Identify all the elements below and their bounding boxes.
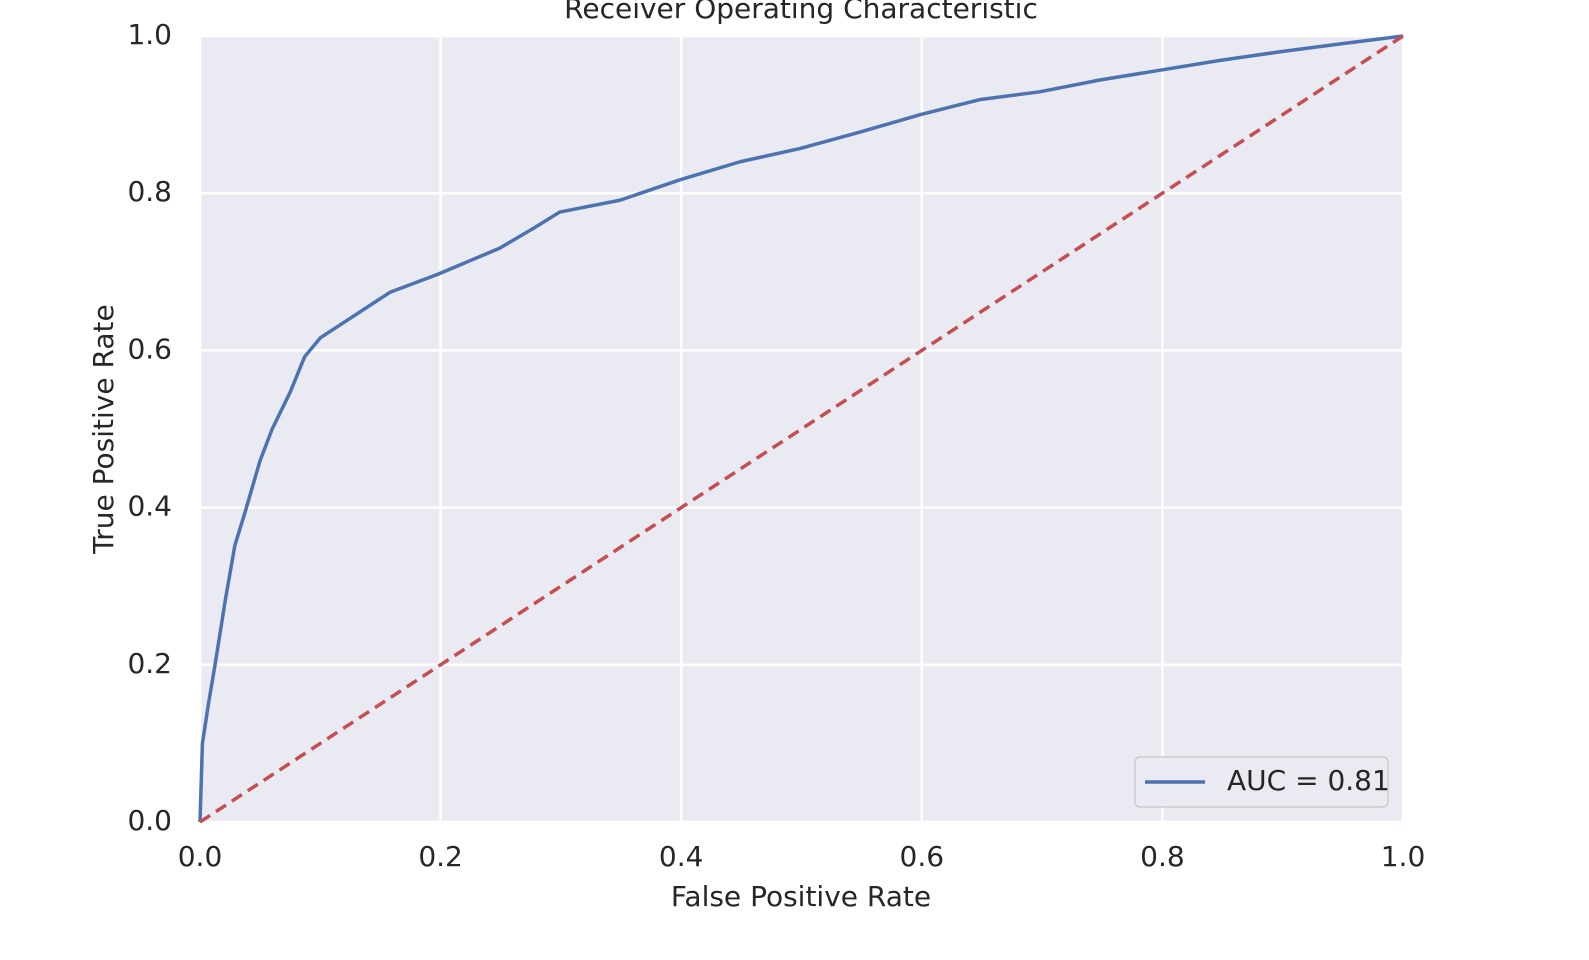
- x-tick-label: 1.0: [1381, 840, 1426, 873]
- y-tick-label: 0.4: [127, 490, 172, 523]
- x-axis-label: False Positive Rate: [671, 880, 931, 913]
- chart-title: Receiver Operating Characteristic: [564, 0, 1038, 25]
- legend-label: AUC = 0.81: [1227, 764, 1390, 797]
- legend-box: [1134, 756, 1389, 808]
- y-tick-label: 0.8: [127, 175, 172, 208]
- x-tick-label: 0.2: [418, 840, 463, 873]
- y-tick-label: 0.6: [127, 332, 172, 365]
- grid: [198, 34, 1405, 824]
- lines: [198, 34, 1404, 824]
- x-tick-label: 0.0: [178, 840, 223, 873]
- x-tick-label: 0.6: [900, 840, 945, 873]
- series-line: [198, 34, 1404, 823]
- x-tick-label: 0.4: [659, 840, 704, 873]
- y-tick-label: 0.0: [127, 804, 172, 837]
- x-tick-label: 0.8: [1140, 840, 1185, 873]
- y-axis-label: True Positive Rate: [87, 304, 120, 554]
- series-line: [199, 34, 1404, 824]
- y-tick-label: 1.0: [127, 18, 172, 51]
- y-tick-label: 0.2: [127, 647, 172, 680]
